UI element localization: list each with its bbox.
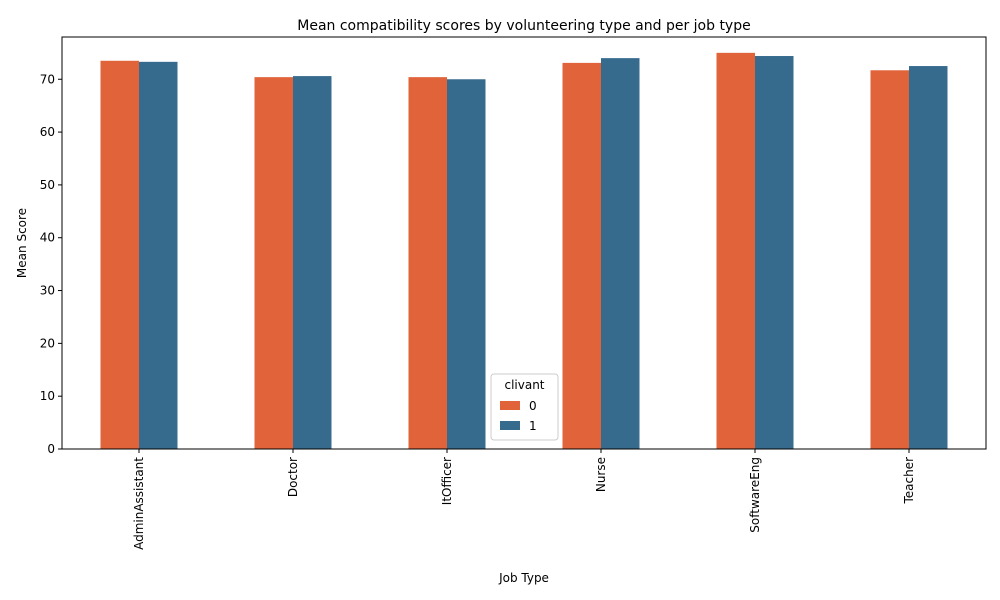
x-tick-label: ItOfficer [440, 457, 454, 505]
chart-title: Mean compatibility scores by volunteerin… [297, 18, 750, 34]
bar-itofficer-series-1 [447, 79, 486, 449]
legend-label-series-0: 0 [529, 399, 537, 413]
bar-nurse-series-0 [562, 62, 601, 449]
legend-swatch-series-1 [500, 421, 520, 430]
bar-doctor-series-1 [293, 76, 332, 449]
bar-softwareeng-series-1 [755, 56, 794, 450]
y-axis-label: Mean Score [15, 208, 29, 278]
bar-adminassistant-series-0 [100, 60, 139, 450]
legend: clivant 0 1 [490, 373, 559, 441]
bar-doctor-series-0 [254, 77, 293, 450]
bar-softwareeng-series-0 [716, 52, 755, 449]
y-tick-label: 0 [47, 442, 55, 456]
y-tick-label: 30 [40, 284, 55, 298]
x-tick-label: AdminAssistant [132, 457, 146, 550]
legend-swatch-series-0 [500, 401, 520, 410]
x-axis: AdminAssistant Doctor ItOfficer Nurse Softwa… [132, 449, 916, 550]
y-tick-label: 40 [40, 231, 55, 245]
bar-teacher-series-1 [909, 66, 948, 450]
y-tick-label: 50 [40, 178, 55, 192]
plot-frame [61, 36, 987, 450]
x-tick-label: Doctor [286, 457, 300, 497]
y-tick-label: 70 [40, 72, 55, 86]
x-tick-label: Teacher [902, 457, 916, 505]
y-tick-label: 60 [40, 125, 55, 139]
x-tick-label: SoftwareEng [748, 457, 762, 533]
y-tick-label: 20 [40, 336, 55, 350]
bars-layer [100, 52, 948, 450]
legend-label-series-1: 1 [529, 419, 537, 433]
bar-teacher-series-0 [870, 70, 909, 450]
x-axis-label: Job Type [498, 571, 549, 585]
bar-nurse-series-1 [601, 58, 640, 449]
legend-title: clivant [504, 378, 544, 392]
bar-itofficer-series-0 [408, 77, 447, 450]
y-axis: 0 10 20 30 40 50 60 70 [40, 72, 62, 456]
x-tick-label: Nurse [594, 457, 608, 492]
y-tick-label: 10 [40, 389, 55, 403]
bar-adminassistant-series-1 [139, 61, 178, 449]
